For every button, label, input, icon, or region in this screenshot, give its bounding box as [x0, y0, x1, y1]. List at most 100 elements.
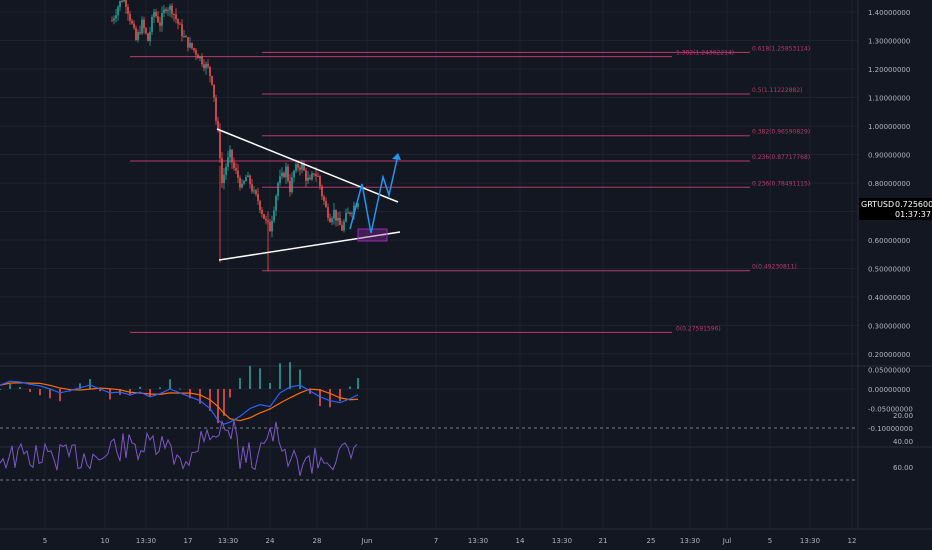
- candle-body: [315, 174, 317, 176]
- candle-body: [275, 195, 277, 211]
- trendline-drawings[interactable]: [216, 128, 401, 261]
- candle-body: [127, 6, 129, 14]
- time-tick-label: 13:30: [552, 537, 572, 545]
- candle-body: [249, 175, 251, 185]
- macd-histogram-bar: [169, 379, 171, 389]
- macd-histogram-bar: [269, 382, 271, 389]
- time-tick-label: 13:30: [218, 537, 238, 545]
- symbol-label: GRTUSD: [861, 200, 894, 209]
- macd-histogram-bar: [249, 365, 251, 389]
- candle-body: [335, 209, 337, 221]
- candle-body: [299, 167, 301, 170]
- macd-histogram-bar: [179, 388, 181, 390]
- candle-body: [161, 13, 163, 26]
- candle-body: [187, 37, 189, 48]
- price-tick-label: 0.80000000: [868, 180, 910, 188]
- candle-body: [225, 166, 227, 175]
- price-tick-label: 0.20000000: [868, 351, 910, 359]
- macd-pane[interactable]: [0, 362, 858, 425]
- candle-body: [289, 180, 291, 193]
- candle-body: [305, 170, 307, 181]
- candle-body: [337, 217, 339, 221]
- time-tick-label: 5: [768, 537, 772, 545]
- candle-body: [185, 36, 187, 38]
- candle-body: [145, 28, 147, 34]
- candle-body: [193, 48, 195, 51]
- time-tick-label: 12: [848, 537, 857, 545]
- projection-arrowhead: [392, 153, 401, 160]
- time-tick-label: 21: [599, 537, 608, 545]
- upper-trendline: [216, 128, 399, 203]
- time-tick-label: 24: [266, 537, 275, 545]
- price-pane[interactable]: 0.618(1.25853114) 1.382(1.24362214) 0.5(1.…: [111, 0, 810, 333]
- grid-lines: [0, 0, 858, 529]
- candle-body: [123, 0, 125, 2]
- candle-body: [283, 172, 285, 178]
- candle-body: [191, 42, 193, 49]
- candle-body: [141, 19, 143, 34]
- candle-body: [343, 221, 345, 231]
- candle-body: [143, 19, 145, 29]
- candle-body: [223, 174, 225, 184]
- current-price-label: GRTUSD 0.72560000 01:37:37: [859, 198, 932, 220]
- candle-body: [241, 183, 243, 188]
- candle-body: [333, 209, 335, 219]
- candle-body: [227, 157, 229, 167]
- candle-body: [137, 32, 139, 41]
- fib-level-label: 0(0.27591596): [676, 325, 721, 332]
- candle-body: [115, 15, 117, 19]
- macd-line: [0, 380, 359, 425]
- candle-body: [291, 177, 293, 193]
- candlestick-series: [111, 0, 359, 272]
- macd-histogram-bar: [349, 386, 351, 389]
- macd-histogram-bar: [199, 389, 201, 404]
- candle-body: [209, 66, 211, 77]
- candle-body: [221, 158, 223, 184]
- candle-body: [293, 170, 295, 178]
- candle-body: [213, 84, 215, 98]
- rsi-pane[interactable]: [0, 419, 858, 481]
- candle-body: [311, 173, 313, 180]
- macd-histogram-bar: [149, 389, 151, 397]
- candle-body: [273, 210, 275, 221]
- time-axis[interactable]: 5 10 13:30 17 13:30 24 28 Jun 7 13:30 14 13:30 21 25 1…: [43, 537, 857, 545]
- macd-histogram-bar: [223, 389, 225, 416]
- candle-body: [197, 54, 199, 59]
- macd-histogram-bar: [89, 379, 91, 389]
- macd-signal-line: [0, 382, 359, 422]
- macd-histogram-bar: [139, 386, 141, 389]
- candle-body: [177, 19, 179, 24]
- lower-trendline: [218, 231, 401, 261]
- candle-body: [111, 20, 113, 22]
- fib-level-label: 0(0.49230811): [752, 264, 797, 271]
- candle-body: [131, 20, 133, 24]
- candle-body: [233, 162, 235, 169]
- time-tick-label: 5: [43, 537, 47, 545]
- macd-tick-label: 0.05000000: [868, 367, 910, 375]
- candle-body: [263, 213, 265, 219]
- candle-body: [155, 12, 157, 17]
- candle-body: [195, 50, 197, 55]
- candle-body: [237, 170, 239, 178]
- macd-tick-label: -0.05000000: [868, 406, 913, 414]
- candle-body: [147, 33, 149, 41]
- candle-body: [171, 5, 173, 15]
- buy-zone-box: [357, 228, 388, 242]
- candle-body: [251, 184, 253, 192]
- candle-body: [301, 163, 303, 170]
- fib-level-label: 0.382(0.96590829): [752, 129, 810, 136]
- candle-body: [307, 177, 309, 181]
- candle-body: [211, 76, 213, 85]
- candle-body: [189, 42, 191, 48]
- rsi-tick-label: 40.00: [893, 438, 913, 446]
- macd-histogram-bar: [259, 368, 261, 389]
- macd-histogram-bar: [59, 389, 61, 402]
- candle-body: [317, 175, 319, 177]
- candle-body: [303, 163, 305, 171]
- macd-tick-label: -0.10000000: [868, 425, 913, 433]
- price-tick-label: 1.10000000: [868, 95, 910, 103]
- candle-body: [183, 36, 185, 38]
- candle-body: [353, 205, 355, 214]
